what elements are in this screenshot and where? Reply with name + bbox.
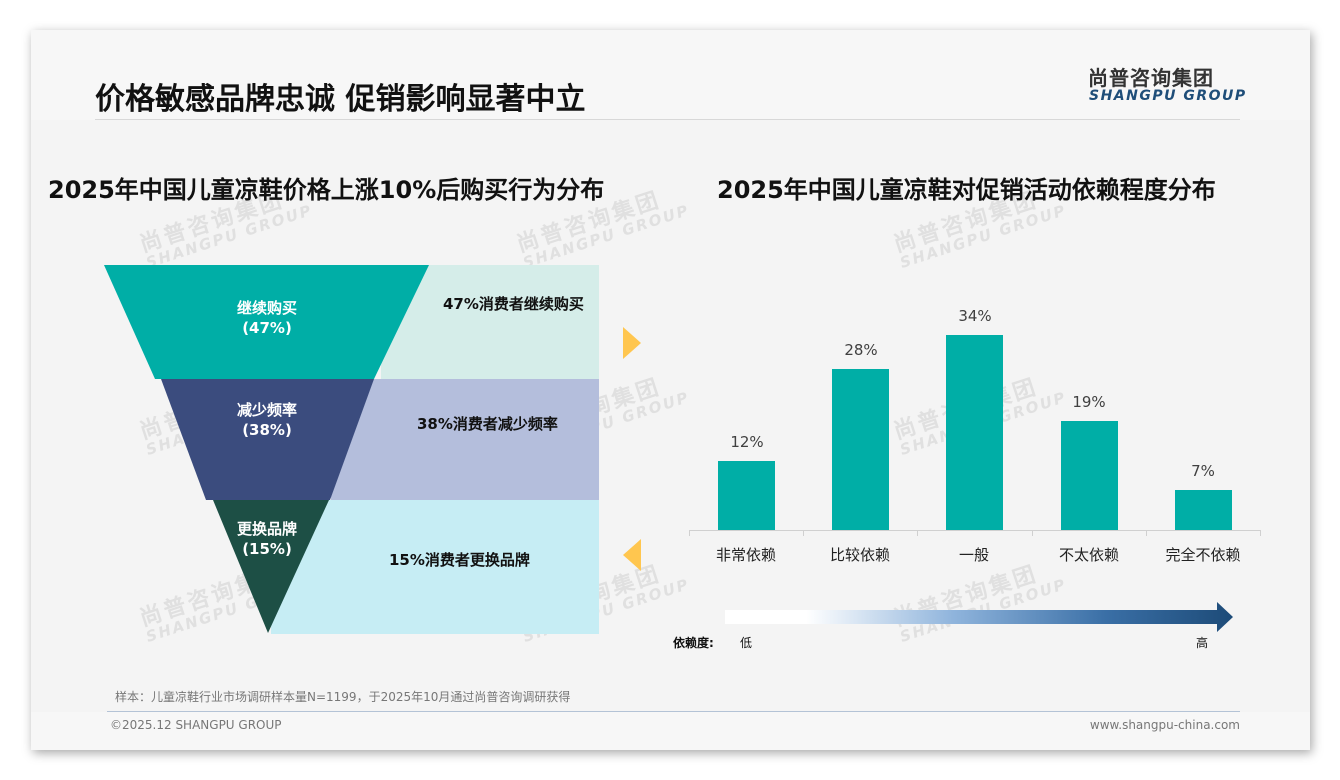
- funnel-segment-1: [104, 265, 429, 379]
- bar-not-dependent: [1175, 490, 1232, 530]
- category-label: 一般: [958, 546, 989, 564]
- funnel-segment-3: [213, 500, 329, 633]
- header-divider: [95, 119, 1240, 120]
- axis-tick: [1146, 530, 1147, 536]
- gradient-arrow-icon: [725, 602, 1233, 632]
- funnel-segment-2-label: 减少频率 (38%): [236, 401, 297, 439]
- bar-value-label: 34%: [958, 307, 992, 325]
- axis-tick: [689, 530, 690, 536]
- bar-value-label: 7%: [1191, 462, 1215, 480]
- category-label: 完全不依赖: [1165, 546, 1241, 564]
- dependency-scale-high: 高: [1196, 636, 1209, 650]
- funnel-band-3: [271, 500, 599, 634]
- bar-value-label: 19%: [1072, 393, 1106, 411]
- funnel-chart-title: 2025年中国儿童凉鞋价格上涨10%后购买行为分布: [48, 176, 605, 204]
- slide: 价格敏感品牌忠诚 促销影响显著中立 尚普咨询集团 SHANGPU GROUP 尚…: [31, 30, 1310, 750]
- bar-neutral: [946, 335, 1003, 530]
- logo-chinese: 尚普咨询集团: [1088, 66, 1214, 90]
- bar-not-very-dependent: [1061, 421, 1118, 530]
- website-link[interactable]: www.shangpu-china.com: [1089, 718, 1240, 732]
- funnel-band-2: [331, 379, 599, 500]
- funnel-band-3-label: 15%消费者更换品牌: [389, 551, 530, 569]
- bar-chart-title: 2025年中国儿童凉鞋对促销活动依赖程度分布: [717, 176, 1216, 204]
- category-label: 比较依赖: [829, 546, 890, 564]
- sample-footnote: 样本：儿童凉鞋行业市场调研样本量N=1199，于2025年10月通过尚普咨询调研…: [115, 690, 571, 704]
- funnel-band-1-label: 47%消费者继续购买: [443, 295, 584, 313]
- footer-band: [31, 712, 1310, 750]
- dependency-scale-label: 依赖度:: [673, 636, 714, 650]
- category-label: 不太依赖: [1058, 546, 1119, 564]
- funnel-segment-1-label: 继续购买 (47%): [236, 299, 297, 337]
- funnel-segment-3-label: 更换品牌 (15%): [236, 520, 297, 558]
- funnel-shapes: [104, 265, 429, 633]
- logo-english: SHANGPU GROUP: [1089, 88, 1247, 104]
- axis-tick: [1260, 530, 1261, 536]
- triangle-right-icon: [623, 327, 641, 359]
- axis-tick: [917, 530, 918, 536]
- bar-value-label: 12%: [730, 433, 764, 451]
- bar-fairly-dependent: [832, 369, 889, 530]
- funnel-band-2-label: 38%消费者减少频率: [417, 415, 558, 433]
- funnel-segment-2: [161, 379, 374, 500]
- page-title: 价格敏感品牌忠诚 促销影响显著中立: [95, 82, 586, 117]
- footer-divider: [107, 711, 1240, 712]
- axis-tick: [1032, 530, 1033, 536]
- bar-very-dependent: [718, 461, 775, 530]
- triangle-left-icon: [623, 539, 641, 571]
- axis-tick: [803, 530, 804, 536]
- dependency-scale-low: 低: [740, 636, 753, 650]
- copyright-text: ©2025.12 SHANGPU GROUP: [110, 718, 282, 732]
- bar-value-label: 28%: [844, 341, 878, 359]
- x-axis: [689, 530, 1261, 531]
- header-band: [31, 30, 1310, 120]
- category-label: 非常依赖: [715, 546, 776, 564]
